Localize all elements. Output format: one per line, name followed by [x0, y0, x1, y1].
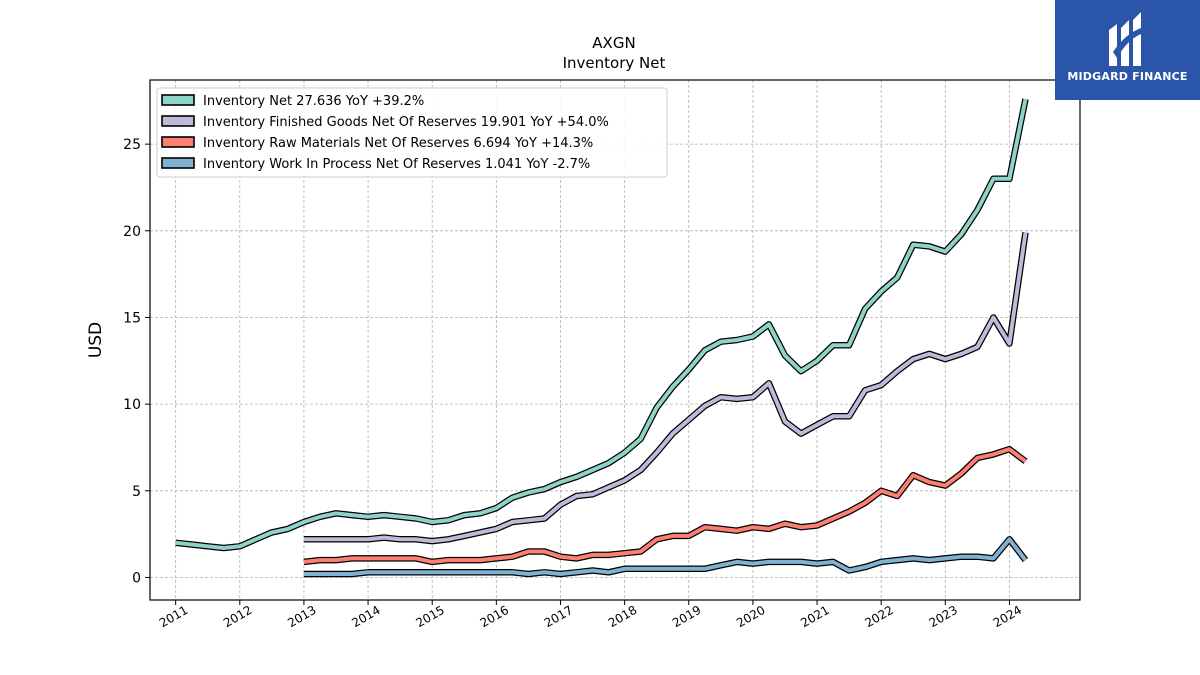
chart-subtitle: Inventory Net: [563, 54, 666, 72]
series-line-3: [303, 537, 1028, 576]
x-tick-label: 2017: [542, 603, 575, 630]
series-outline-1: [303, 232, 1029, 545]
y-tick-label: 25: [123, 137, 141, 153]
legend-label: Inventory Finished Goods Net Of Reserves…: [203, 115, 609, 130]
series-line-0: [175, 98, 1028, 550]
x-tick-label: 2012: [221, 603, 254, 630]
x-tick-label: 2018: [606, 603, 639, 630]
chart-title: AXGN: [592, 34, 635, 52]
x-tick-label: 2023: [927, 603, 960, 630]
x-tick-label: 2020: [734, 603, 767, 630]
legend-box: [156, 87, 668, 178]
y-tick-label: 10: [123, 397, 141, 413]
x-tick-label: 2011: [157, 603, 190, 630]
plot-frame: [149, 79, 1081, 601]
midgard-logo-icon: [1109, 12, 1141, 66]
series-line-2: [303, 447, 1027, 564]
y-tick-label: 15: [123, 310, 141, 326]
x-tick-label: 2013: [285, 603, 318, 630]
series-outline-2: [303, 445, 1028, 566]
x-tick-label: 2021: [798, 603, 831, 630]
brand-logo: MIDGARD FINANCE: [1055, 0, 1200, 100]
legend-swatch: [161, 136, 195, 148]
x-tick-label: 2016: [478, 603, 511, 630]
brand-name: MIDGARD FINANCE: [1067, 70, 1188, 83]
series-line-1: [303, 232, 1028, 544]
x-tick-label: 2014: [349, 603, 382, 630]
legend-label: Inventory Work In Process Net Of Reserve…: [203, 157, 590, 172]
x-tick-label: 2024: [991, 603, 1024, 630]
legend-label: Inventory Raw Materials Net Of Reserves …: [203, 136, 593, 151]
y-axis-label: USD: [86, 322, 106, 358]
y-tick-label: 20: [123, 224, 141, 240]
grid-lines: [150, 80, 1080, 600]
legend-swatch: [161, 157, 195, 169]
legend-label: Inventory Net 27.636 YoY +39.2%: [203, 94, 424, 109]
y-tick-label: 5: [132, 484, 141, 500]
legend-swatch: [161, 115, 195, 127]
y-tick-label: 0: [132, 570, 141, 586]
legend-swatch: [161, 94, 195, 106]
legend: Inventory Net 27.636 YoY +39.2% Inventory…: [156, 87, 668, 178]
x-tick-label: 2015: [413, 603, 446, 630]
x-tick-label: 2022: [862, 603, 895, 630]
series-lines: [175, 98, 1029, 578]
x-tick-label: 2019: [670, 603, 703, 630]
